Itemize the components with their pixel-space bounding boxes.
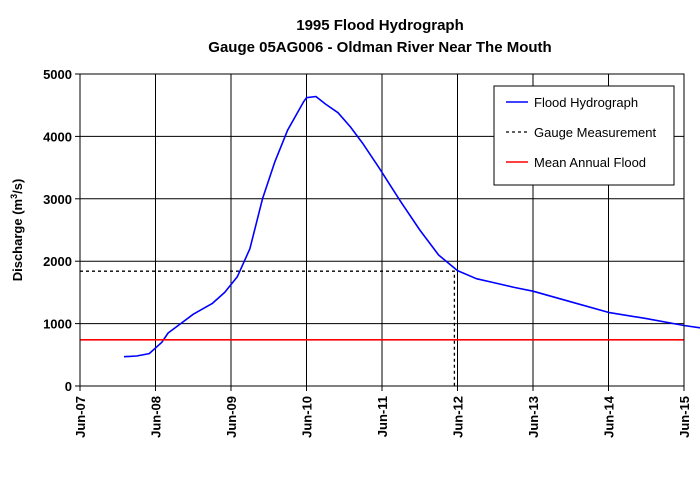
y-tick-labels: 0 1000 2000 3000 4000 5000: [43, 67, 72, 394]
series-layer: [80, 95, 700, 386]
x-tick-label: Jun-08: [149, 396, 164, 438]
x-tick-label: Jun-13: [526, 396, 541, 438]
y-tick-label: 1000: [43, 317, 72, 332]
chart-title: 1995 Flood Hydrograph: [296, 17, 464, 34]
y-tick-label: 2000: [43, 254, 72, 269]
series-line-gauge-measurement: [80, 270, 456, 386]
x-tick-label: Jun-11: [375, 396, 390, 437]
y-tick-label: 0: [65, 379, 72, 394]
chart-subtitle: Gauge 05AG006 - Oldman River Near The Mo…: [208, 39, 551, 56]
legend-label: Flood Hydrograph: [534, 95, 638, 110]
legend: Flood Hydrograph Gauge Measurement Mean An…: [493, 85, 675, 186]
x-tick-label: Jun-07: [73, 396, 88, 438]
series-line-flood-hydrograph: [123, 95, 700, 358]
legend-label: Mean Annual Flood: [534, 155, 646, 170]
x-tick-labels: Jun-07 Jun-08 Jun-09 Jun-10 Jun-11 Jun-12 Jun-…: [73, 395, 692, 438]
y-tick-label: 5000: [43, 67, 72, 82]
x-tick-label: Jun-15: [677, 396, 692, 438]
axes: [75, 73, 685, 391]
x-tick-label: Jun-09: [224, 396, 239, 438]
x-tick-label: Jun-12: [451, 396, 466, 438]
legend-label: Gauge Measurement: [534, 125, 657, 140]
y-axis-label: Discharge (m3/s): [9, 179, 25, 282]
y-tick-label: 3000: [43, 192, 72, 207]
y-axis-label-superscript: 3: [9, 194, 19, 199]
x-tick-label: Jun-14: [602, 395, 617, 438]
y-tick-label: 4000: [43, 129, 72, 144]
x-tick-label: Jun-10: [300, 396, 315, 438]
